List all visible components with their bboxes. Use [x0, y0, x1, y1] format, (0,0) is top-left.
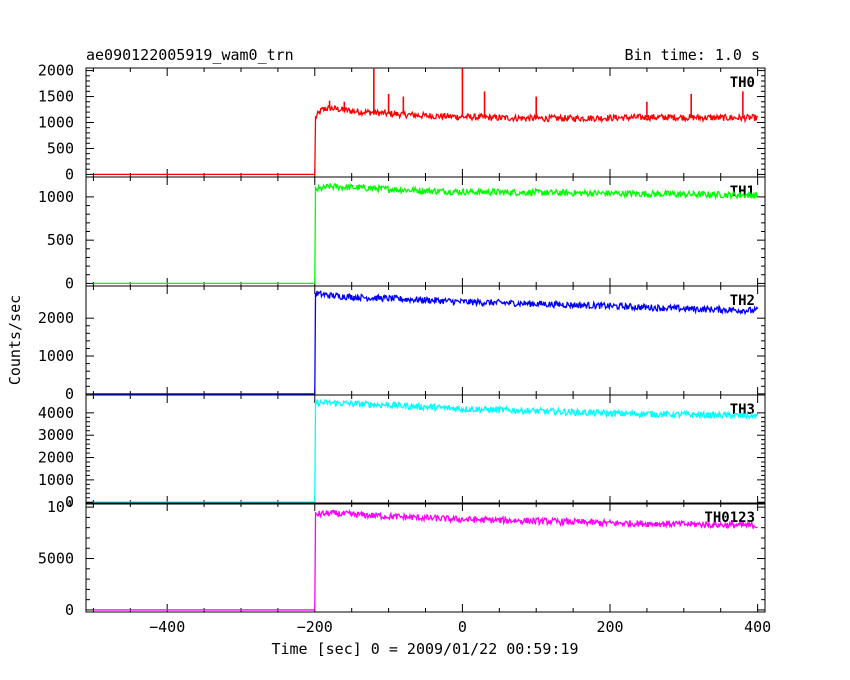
x-tick-label: 400 — [744, 618, 771, 636]
series-line-th0123 — [93, 508, 758, 611]
bin-time-label: Bin time: 1.0 s — [625, 46, 760, 64]
series-line-th1 — [93, 183, 759, 285]
y-tick-label: 0 — [65, 274, 74, 292]
y-tick-label: 0 — [65, 493, 74, 511]
panel-th2: 0 1000 2000 TH2 — [38, 285, 766, 403]
y-tick-label: 500 — [47, 231, 74, 249]
y-tick-label: 1000 — [38, 347, 74, 365]
x-tick-label: 200 — [596, 618, 623, 636]
panel-frame — [85, 502, 766, 613]
panel-th0: 0 500 1000 1500 2000 TH0 — [38, 62, 766, 183]
y-tick-label: 2000 — [38, 62, 74, 80]
x-axis-label: Time [sec] 0 = 2009/01/22 00:59:19 — [271, 640, 578, 658]
y-tick-label: 0 — [65, 165, 74, 183]
panel-label: TH0 — [730, 75, 755, 91]
y-tick-label: 2000 — [38, 309, 74, 327]
y-tick-label: 1000 — [38, 471, 74, 489]
panel-frame — [85, 394, 766, 505]
y-tick-label: 1000 — [38, 188, 74, 206]
y-tick-label: 1500 — [38, 88, 74, 106]
series-line-th3 — [93, 398, 759, 503]
y-axis-label: Counts/sec — [6, 295, 24, 385]
y-tick-label: 0 — [65, 385, 74, 403]
panel-th0123: 0 5000 10⁴ TH0123 — [38, 498, 766, 619]
x-tick-label: 0 — [458, 618, 467, 636]
y-tick-label: 10⁴ — [47, 498, 74, 516]
x-tick-label: −400 — [149, 618, 185, 636]
y-tick-label: 4000 — [38, 404, 74, 422]
y-tick-label: 3000 — [38, 426, 74, 444]
series-line-th0 — [93, 104, 759, 176]
y-tick-label: 0 — [65, 601, 74, 619]
y-tick-label: 500 — [47, 139, 74, 157]
y-tick-label: 1000 — [38, 114, 74, 132]
series-line-th2 — [93, 290, 759, 395]
chart-title: ae090122005919_wam0_trn — [86, 46, 294, 64]
panel-label: TH2 — [730, 293, 755, 309]
x-tick-label: −200 — [297, 618, 333, 636]
y-tick-label: 5000 — [38, 550, 74, 568]
panel-frame — [85, 67, 766, 178]
y-tick-label: 2000 — [38, 449, 74, 467]
panel-label: TH0123 — [704, 510, 755, 526]
